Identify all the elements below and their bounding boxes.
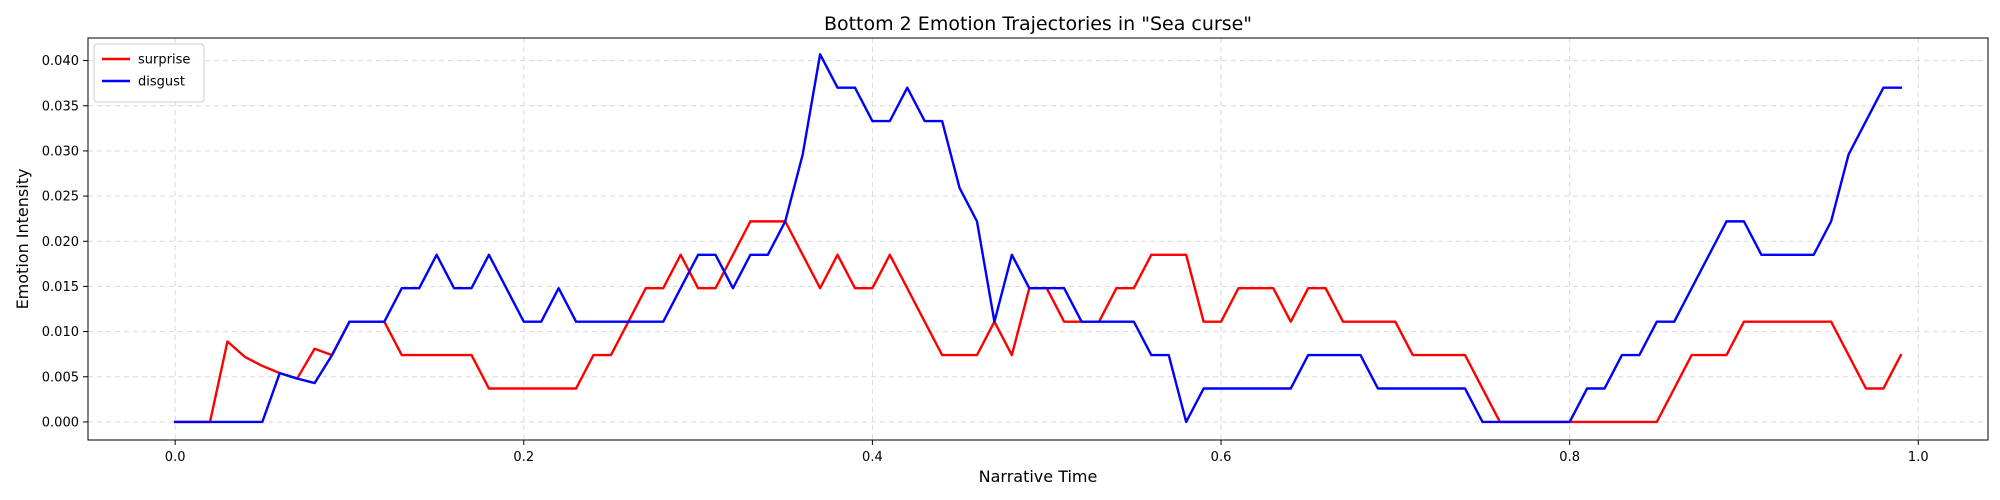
x-tick-label: 0.6 bbox=[1211, 450, 1232, 465]
x-tick-label: 0.2 bbox=[513, 450, 534, 465]
x-tick-label: 1.0 bbox=[1908, 450, 1929, 465]
legend: surprise disgust bbox=[93, 43, 205, 103]
series-line-surprise bbox=[173, 220, 1903, 424]
grid bbox=[88, 38, 1988, 440]
y-tick-label: 0.040 bbox=[42, 54, 79, 69]
y-tick-label: 0.020 bbox=[42, 235, 79, 250]
x-tick-label: 0.4 bbox=[862, 450, 883, 465]
legend-label-surprise: surprise bbox=[138, 53, 190, 68]
chart-title: Bottom 2 Emotion Trajectories in "Sea cu… bbox=[824, 13, 1252, 35]
series-lines bbox=[173, 53, 1903, 424]
x-axis-label: Narrative Time bbox=[979, 467, 1098, 486]
legend-label-disgust: disgust bbox=[138, 75, 185, 90]
y-tick-label: 0.015 bbox=[42, 280, 79, 295]
axis-ticks: 0.0 0.2 0.4 0.6 0.8 1.0 0.000 0.005 0.010 0.015 0.… bbox=[42, 54, 1929, 465]
plot-frame bbox=[87, 37, 1989, 441]
y-tick-label: 0.035 bbox=[42, 99, 79, 114]
x-tick-label: 0.0 bbox=[165, 450, 186, 465]
y-tick-label: 0.030 bbox=[42, 144, 79, 159]
y-tick-label: 0.025 bbox=[42, 190, 79, 205]
y-tick-label: 0.005 bbox=[42, 370, 79, 385]
series-line-disgust bbox=[173, 53, 1903, 424]
y-tick-label: 0.000 bbox=[42, 415, 79, 430]
y-axis-label: Emotion Intensity bbox=[13, 169, 32, 310]
y-tick-label: 0.010 bbox=[42, 325, 79, 340]
x-tick-label: 0.8 bbox=[1559, 450, 1580, 465]
